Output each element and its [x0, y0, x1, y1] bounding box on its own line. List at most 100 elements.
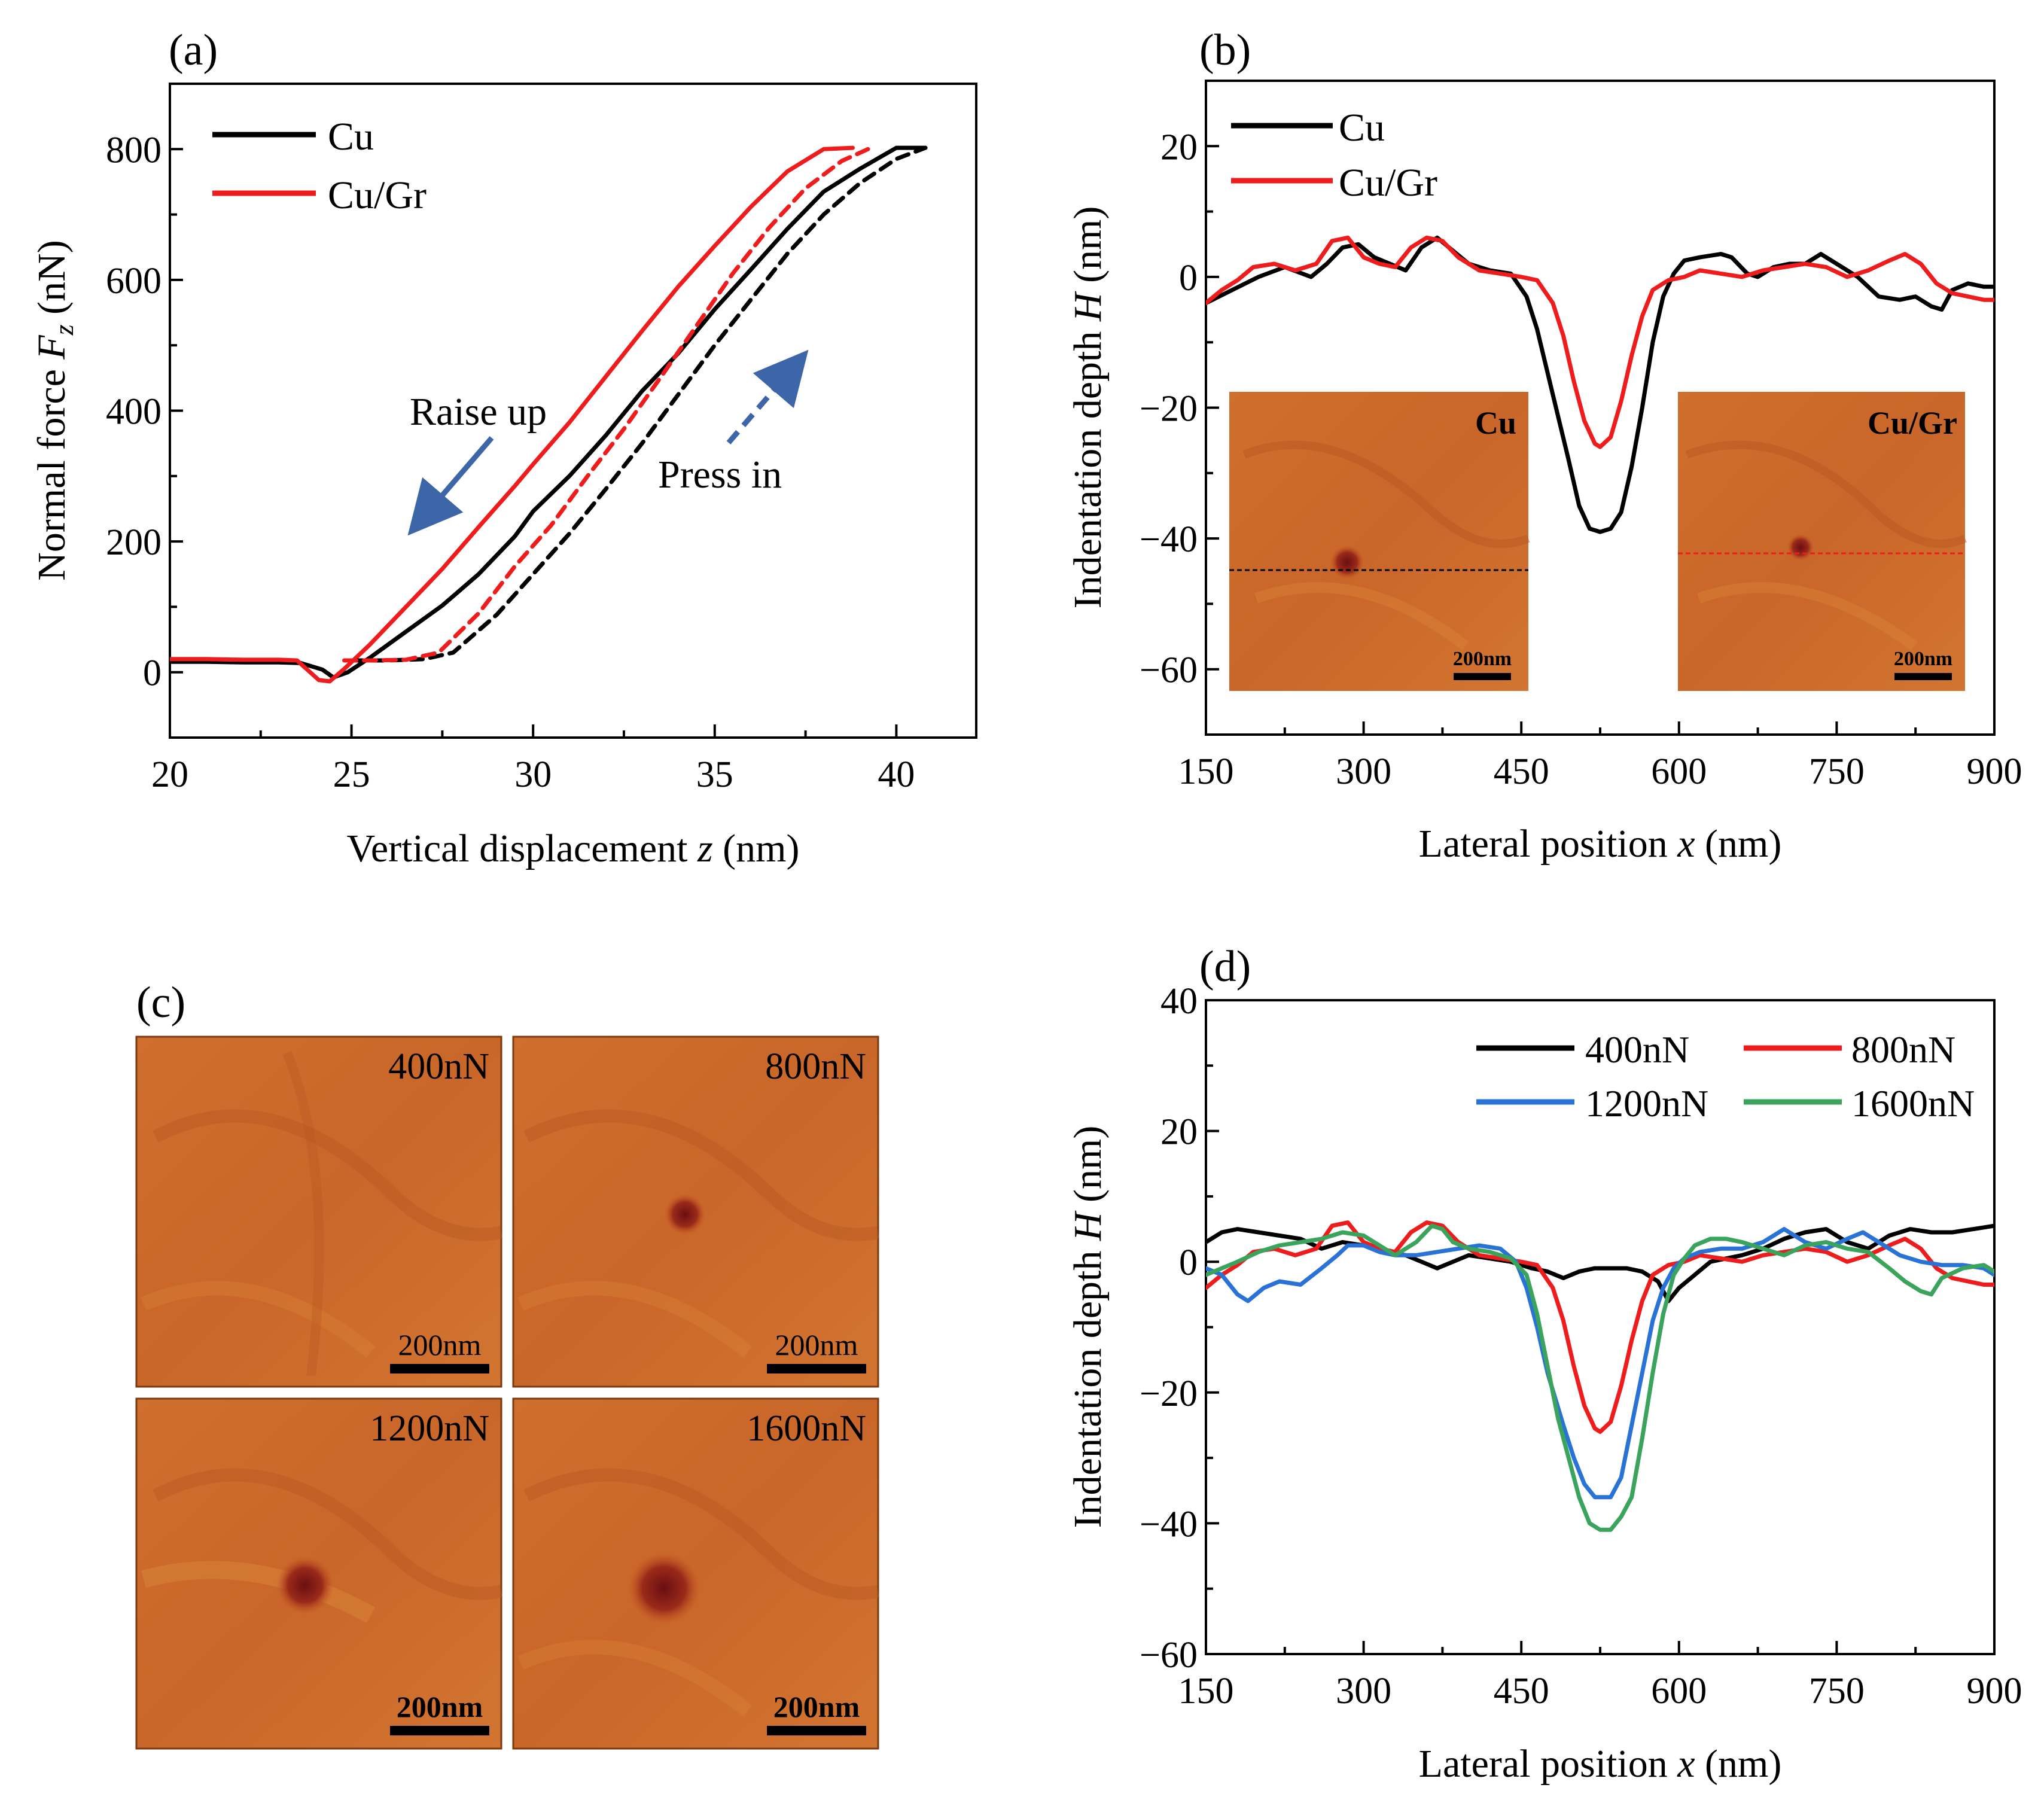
x-tick-label: 300 — [1336, 751, 1391, 792]
inset-cu-gr-indent-mark — [1787, 534, 1814, 561]
y-tick-label: 0 — [143, 653, 162, 694]
inset-cu-gr-label: Cu/Gr — [1868, 405, 1957, 441]
legend-label-1600nn: 1600nN — [1851, 1082, 1975, 1125]
x-tick-label: 900 — [1967, 1671, 2022, 1711]
afm-image-400nn-scale-bar — [390, 1364, 489, 1374]
panel-a-label: (a) — [169, 26, 218, 75]
series-line-cu-gr — [1206, 235, 1994, 449]
y-tick-label: −20 — [1140, 389, 1198, 430]
y-tick-label: 20 — [1160, 1112, 1198, 1153]
series-line-cu-press-in — [349, 145, 928, 663]
afm-image-1600nn: 1600nN 200nm — [512, 1397, 880, 1750]
y-tick-label: 20 — [1160, 127, 1198, 168]
panel-b-ticks: 150 300 450 600 750 900 20 0 −20 −40 −60 — [1140, 80, 2022, 792]
inset-cu-scale-bar — [1454, 673, 1511, 680]
afm-image-400nn-label: 400nN — [388, 1046, 489, 1087]
panel-d-label: (d) — [1199, 942, 1251, 991]
legend-label-cu-gr: Cu/Gr — [1339, 161, 1437, 205]
y-tick-label: 0 — [1179, 1242, 1198, 1283]
inset-cu-gr-scale-bar — [1894, 673, 1952, 680]
afm-image-1200nn-scale-bar — [390, 1726, 489, 1735]
x-tick-label: 600 — [1651, 1671, 1707, 1711]
afm-image-1600nn-scale-label: 200nm — [773, 1690, 860, 1723]
series-line-cu — [1206, 235, 1994, 534]
legend-label-cu-gr: Cu/Gr — [328, 173, 427, 217]
y-tick-label: 800 — [106, 130, 162, 170]
inset-cu-scale-label: 200nm — [1453, 648, 1512, 670]
legend-label-cu: Cu — [328, 115, 374, 159]
y-tick-label: 200 — [106, 522, 162, 563]
afm-image-1600nn-label: 1600nN — [747, 1408, 866, 1449]
panel-d-y-axis-label: Indentation depth H (nm) — [1066, 1126, 1110, 1528]
panel-b-depth-profile-chart: (b) 150 300 450 600 750 900 20 0 −20 −40 −60 Cu 20… — [1066, 26, 2022, 866]
x-tick-label: 150 — [1178, 1671, 1234, 1711]
x-tick-label: 20 — [151, 754, 188, 795]
panel-b-x-axis-label: Lateral position x (nm) — [1419, 822, 1782, 866]
legend-label-800nn: 800nN — [1851, 1028, 1955, 1071]
afm-image-1200nn-scale-label: 200nm — [397, 1690, 483, 1723]
y-tick-label: −60 — [1140, 650, 1198, 691]
y-tick-label: −20 — [1140, 1374, 1198, 1414]
x-tick-label: 450 — [1494, 1671, 1549, 1711]
panel-b-series — [1206, 235, 1994, 534]
afm-image-800nn: 800nN 200nm — [512, 1036, 880, 1388]
panel-d-load-depth-profile-chart: (d) 150 300 450 600 750 900 40 20 0 −20 −40 −60 400… — [1066, 942, 2022, 1786]
legend-label-1200nn: 1200nN — [1585, 1082, 1708, 1125]
afm-image-800nn-label: 800nN — [765, 1046, 866, 1087]
afm-image-800nn-scale-label: 200nm — [775, 1328, 858, 1362]
panel-b-label: (b) — [1199, 26, 1251, 75]
afm-image-1200nn: 1200nN 200nm — [135, 1397, 503, 1750]
x-tick-label: 600 — [1651, 751, 1707, 792]
y-tick-label: 400 — [106, 392, 162, 433]
panel-d-x-axis-label: Lateral position x (nm) — [1419, 1742, 1782, 1786]
afm-image-1600nn-indent-mark — [628, 1552, 700, 1624]
inset-afm-cu: Cu 200nm — [1229, 392, 1530, 691]
inset-cu-label: Cu — [1475, 405, 1516, 441]
panel-a-axes-frame — [169, 83, 977, 739]
panel-d-series — [1206, 1220, 1994, 1532]
inset-cu-gr-scale-label: 200nm — [1894, 648, 1952, 670]
x-tick-label: 900 — [1967, 751, 2022, 792]
y-tick-label: 40 — [1160, 981, 1198, 1022]
x-tick-label: 40 — [878, 754, 915, 795]
series-line-1200nn — [1206, 1227, 1994, 1500]
afm-image-1600nn-scale-bar — [767, 1726, 866, 1735]
panel-c-afm-image-grid: (c) 400nN 200nm 800nN 200nm 1200nN 200nm — [135, 978, 880, 1750]
x-tick-label: 750 — [1809, 751, 1865, 792]
annotation-raise-up: Raise up — [410, 390, 547, 434]
x-tick-label: 35 — [696, 754, 733, 795]
y-tick-label: −40 — [1140, 519, 1198, 560]
afm-image-1200nn-label: 1200nN — [370, 1408, 489, 1449]
annotation-press-in: Press in — [658, 453, 782, 497]
legend-label-cu: Cu — [1339, 106, 1385, 150]
raise-up-arrow — [407, 436, 494, 536]
afm-image-800nn-indent-mark — [665, 1194, 705, 1235]
inset-cu-indent-mark — [1330, 546, 1364, 579]
panel-c-label: (c) — [136, 978, 185, 1027]
series-line-cu-gr — [170, 145, 855, 684]
x-tick-label: 25 — [333, 754, 370, 795]
x-tick-label: 300 — [1336, 1671, 1391, 1711]
afm-image-1200nn-indent-mark — [276, 1557, 334, 1614]
panel-b-y-axis-label: Indentation depth H (nm) — [1066, 206, 1110, 609]
series-line-cu-gr-press-in — [342, 145, 873, 663]
panel-a-x-axis-label: Vertical displacement z (nm) — [347, 827, 800, 870]
inset-afm-cu-gr: Cu/Gr 200nm — [1678, 392, 1967, 691]
x-tick-label: 750 — [1809, 1671, 1865, 1711]
x-tick-label: 30 — [514, 754, 552, 795]
afm-image-800nn-scale-bar — [767, 1364, 866, 1374]
y-tick-label: 0 — [1179, 258, 1198, 299]
series-line-1600nn — [1206, 1223, 1994, 1532]
x-tick-label: 150 — [1178, 751, 1234, 792]
afm-image-400nn-scale-label: 200nm — [398, 1328, 482, 1362]
afm-image-400nn: 400nN 200nm — [135, 1036, 503, 1388]
press-in-arrow — [726, 349, 809, 444]
panel-a-series — [170, 145, 928, 684]
y-tick-label: 600 — [106, 261, 162, 302]
panel-d-ticks: 150 300 450 600 750 900 40 20 0 −20 −40 −60 — [1140, 981, 2022, 1711]
y-tick-label: −60 — [1140, 1635, 1198, 1676]
legend-label-400nn: 400nN — [1585, 1028, 1689, 1071]
